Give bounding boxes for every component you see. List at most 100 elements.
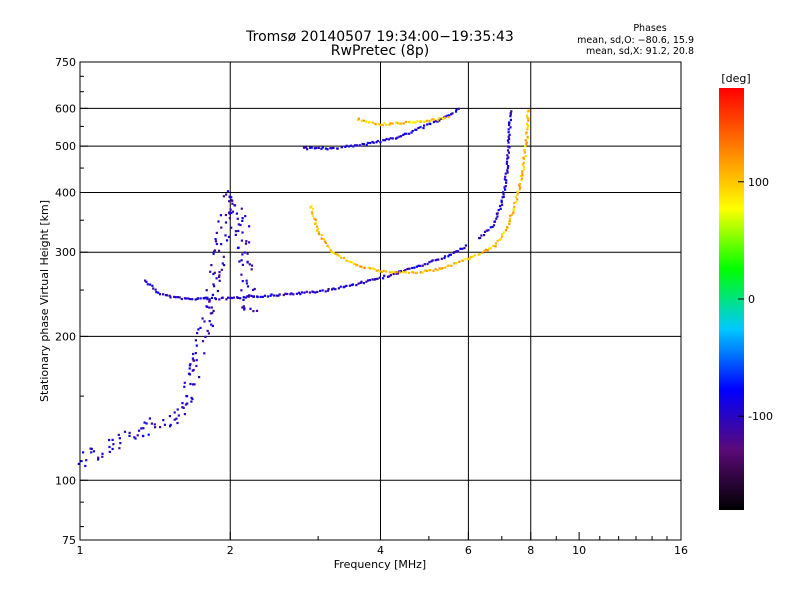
data-point [436,120,439,123]
data-point [506,154,509,157]
data-point [295,292,298,295]
data-point [516,190,519,193]
data-point [383,139,387,142]
data-point [175,417,178,420]
data-point [521,174,524,177]
data-point [336,147,339,150]
data-point [189,382,192,386]
data-point [523,151,526,154]
data-point [423,269,426,272]
data-point [498,238,501,241]
data-point [327,246,330,249]
data-point [394,137,398,140]
data-point [209,312,212,315]
data-point [419,264,422,267]
data-point [396,272,400,275]
data-point [240,289,243,292]
data-point [193,383,196,386]
data-point [323,240,327,243]
data-point [423,124,426,127]
data-point [246,295,249,298]
data-point [355,284,358,287]
data-point [247,295,250,298]
data-point [405,120,408,123]
data-point [368,279,371,282]
data-point [212,283,215,286]
data-point [187,297,190,300]
data-point [524,139,527,142]
data-point [212,272,215,276]
data-point [299,293,302,296]
data-point [210,323,213,326]
data-point [241,263,244,266]
data-point [227,296,230,299]
data-point [400,122,403,125]
data-point [313,217,316,220]
data-point [440,257,443,260]
data-point [492,244,495,247]
data-point [520,177,524,180]
data-point [502,231,505,234]
data-point [118,447,121,450]
data-point [509,112,512,115]
data-point [396,136,399,139]
data-point [311,208,315,211]
data-point [506,149,510,152]
data-point [183,297,187,300]
data-point [523,148,526,151]
data-point [371,278,374,281]
data-point [305,146,308,149]
data-point [236,246,240,249]
data-point [214,238,217,241]
data-point [444,266,447,269]
data-point [220,226,223,229]
data-point [516,193,519,196]
data-point [507,156,510,159]
data-point [368,120,371,123]
data-point [423,263,426,266]
data-point [421,264,424,267]
data-point [506,139,510,142]
data-point [214,240,218,243]
data-point [450,264,453,267]
data-point [505,179,508,182]
data-point [312,290,315,294]
data-point [411,266,414,270]
data-point [507,151,510,154]
data-point [365,120,368,123]
data-point [237,296,240,299]
data-point [461,259,465,262]
data-point [432,121,435,124]
data-point [507,165,510,168]
data-point [213,249,217,252]
data-point [513,201,516,205]
data-point [321,146,324,149]
x-tick-label: 10 [572,544,586,557]
data-point [220,268,223,271]
data-point [185,394,188,398]
data-point [248,225,251,228]
data-point [426,262,429,266]
data-point [526,116,529,119]
x-axis: 1 2 4 6 8 10 16 [77,532,688,557]
data-point [203,320,206,323]
data-point [297,291,301,294]
data-point [228,200,231,203]
data-point [438,119,441,122]
data-point [275,294,278,297]
data-point [191,357,194,360]
data-point [319,289,322,292]
data-point [382,277,385,280]
data-point [225,193,228,196]
data-point [314,222,317,226]
data-point [505,181,508,184]
data-point [178,296,181,299]
data-point [80,460,83,463]
data-point [515,201,518,204]
data-point [324,290,327,293]
data-point [246,252,249,255]
data-point [186,402,189,405]
data-point [228,195,231,198]
data-point [503,178,506,181]
data-point [450,113,453,116]
